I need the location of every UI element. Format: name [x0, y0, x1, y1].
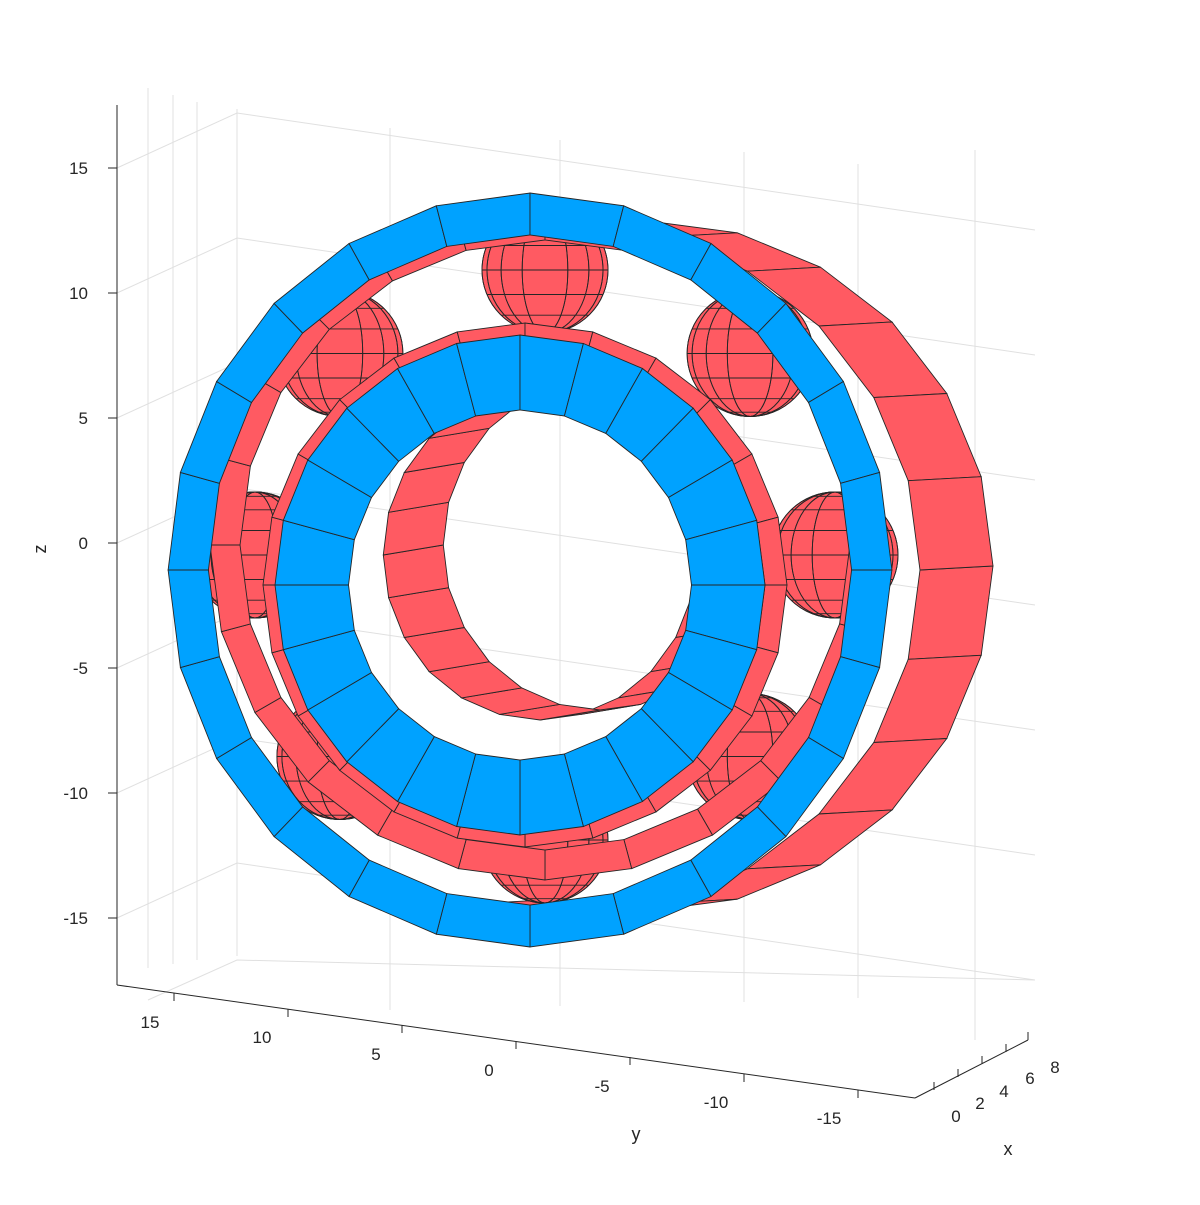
z-tick-label: -5	[73, 659, 88, 678]
x-tick-label: 4	[999, 1082, 1008, 1101]
outer-ring-front-face	[612, 859, 712, 935]
x-axis-line	[914, 1039, 1029, 1099]
z-ticks: 15 10 5 0 -5 -10 -15	[63, 159, 117, 928]
y-tick-label: -15	[817, 1109, 842, 1128]
bearing-model	[167, 192, 994, 948]
z-axis-label: z	[30, 545, 50, 554]
y-tick-label: -10	[704, 1093, 729, 1112]
z-tick-label: 5	[79, 409, 88, 428]
outer-ring-front-face	[612, 205, 712, 281]
outer-ring-side	[907, 476, 994, 571]
x-tick-label: 0	[951, 1107, 960, 1126]
x-ticks: 0 2 4 6 8	[933, 1032, 1060, 1126]
x-tick-label: 2	[975, 1094, 984, 1113]
z-tick-label: -10	[63, 784, 88, 803]
z-tick-label: 0	[79, 534, 88, 553]
x-axis-label: x	[1004, 1139, 1013, 1159]
z-tick-label: -15	[63, 909, 88, 928]
outer-ring-side	[873, 654, 982, 743]
outer-ring-side	[907, 565, 994, 660]
x-tick-label: 6	[1025, 1069, 1034, 1088]
x-tick-label: 8	[1050, 1058, 1059, 1077]
y-ticks: 15 10 5 0 -5 -10 -15	[141, 993, 859, 1128]
axes: 15 10 5 0 -5 -10 -15 z 15 10 5 0 -5 -10 …	[30, 105, 1060, 1159]
outer-ring-side	[873, 393, 982, 482]
outer-ring-front-face	[348, 859, 448, 935]
outer-ring-front-face	[840, 471, 893, 571]
grid-line	[147, 959, 1036, 1001]
z-tick-label: 15	[69, 159, 88, 178]
outer-ring-front-face	[807, 380, 881, 484]
y-tick-label: 10	[253, 1028, 272, 1047]
z-tick-label: 10	[69, 284, 88, 303]
inner-ring-front-face	[685, 519, 766, 586]
y-axis-label: y	[632, 1124, 641, 1144]
y-tick-label: -5	[594, 1077, 609, 1096]
y-tick-label: 15	[141, 1013, 160, 1032]
y-tick-label: 5	[371, 1045, 380, 1064]
y-tick-label: 0	[484, 1061, 493, 1080]
inner-ring-bore	[387, 461, 466, 513]
